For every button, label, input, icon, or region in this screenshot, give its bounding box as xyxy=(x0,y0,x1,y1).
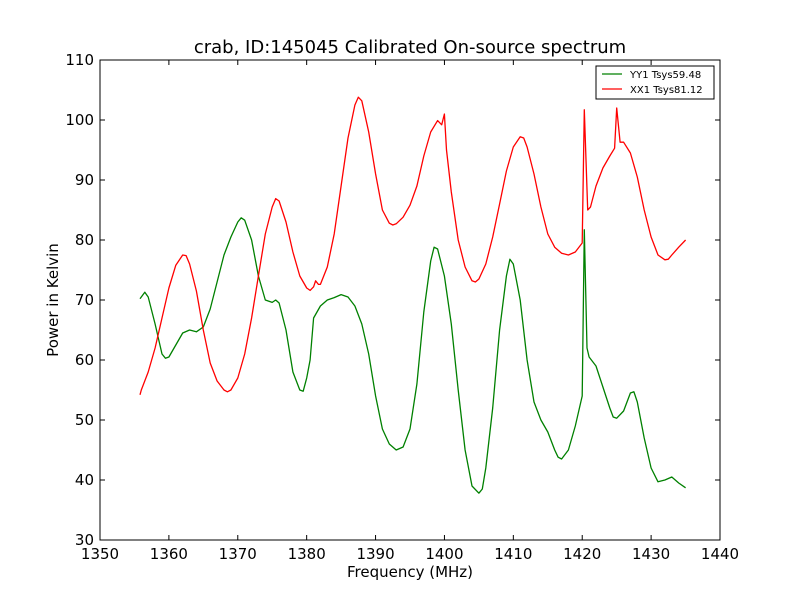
y-axis: 30 40 50 60 70 80 90 100 110 xyxy=(65,51,720,549)
x-tick-label: 1410 xyxy=(494,545,532,563)
y-tick-label: 70 xyxy=(75,291,94,309)
y-tick-label: 90 xyxy=(75,171,94,189)
y-tick-label: 80 xyxy=(75,231,94,249)
y-tick-label: 50 xyxy=(75,411,94,429)
legend-label-xx1: XX1 Tsys81.12 xyxy=(630,85,703,96)
x-tick-label: 1380 xyxy=(288,545,326,563)
legend-box xyxy=(595,65,715,100)
x-tick-label: 1390 xyxy=(356,545,394,563)
series-line-xx1 xyxy=(139,96,687,395)
x-tick-label: 1360 xyxy=(150,545,188,563)
y-tick-label: 30 xyxy=(75,531,94,549)
y-tick-label: 100 xyxy=(65,111,94,129)
chart-title: crab, ID:145045 Calibrated On-source spe… xyxy=(194,37,626,58)
x-tick-label: 1440 xyxy=(701,545,739,563)
x-tick-label: 1350 xyxy=(81,545,119,563)
x-axis-label: Frequency (MHz) xyxy=(347,563,473,581)
series-line-yy1 xyxy=(139,217,686,494)
legend: YY1 Tsys59.48 XX1 Tsys81.12 xyxy=(595,65,715,100)
x-tick-label: 1370 xyxy=(219,545,257,563)
legend-label-yy1: YY1 Tsys59.48 xyxy=(629,70,701,81)
y-axis-label: Power in Kelvin xyxy=(44,243,62,357)
y-tick-label: 60 xyxy=(75,351,94,369)
x-tick-label: 1420 xyxy=(563,545,601,563)
x-tick-label: 1400 xyxy=(425,545,463,563)
x-axis: 1350 1360 1370 1380 1390 1400 1410 1420 1430 1440 xyxy=(81,60,739,563)
y-tick-label: 40 xyxy=(75,471,94,489)
x-tick-label: 1430 xyxy=(632,545,670,563)
series-group xyxy=(139,96,687,494)
y-tick-label: 110 xyxy=(65,51,94,69)
